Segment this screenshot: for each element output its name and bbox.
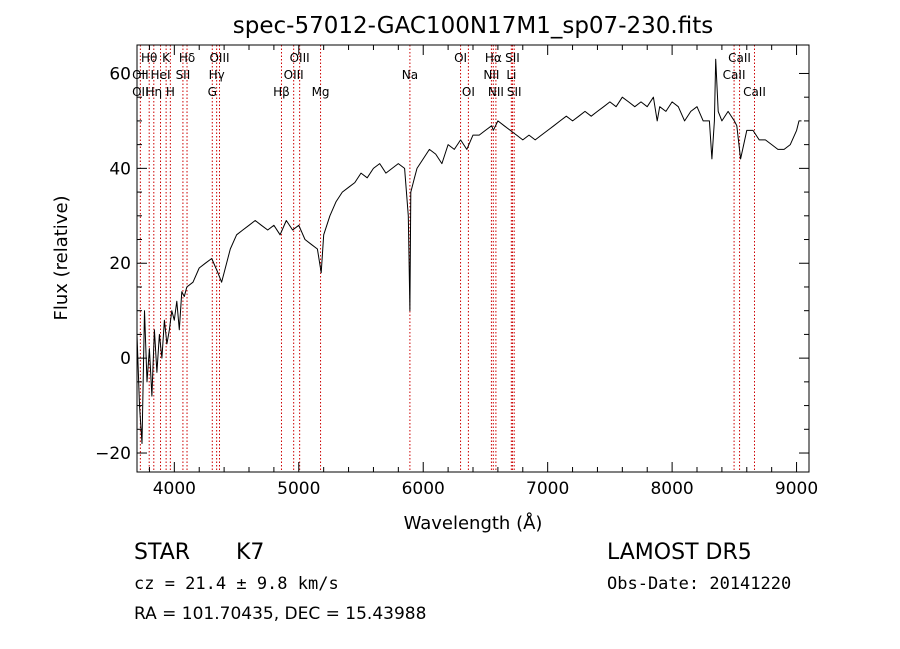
object-class: STAR	[134, 540, 191, 565]
coordinates: RA = 101.70435, DEC = 15.43988	[134, 604, 427, 624]
line-label-2: Hδ	[179, 51, 195, 65]
object-subclass: K7	[236, 540, 265, 565]
line-label-4: OIII	[290, 51, 310, 65]
line-label-14: Na	[402, 68, 418, 82]
line-label-27: CaII	[743, 85, 766, 99]
y-tick-label-3: 40	[109, 159, 131, 179]
survey-name: LAMOST DR5	[607, 540, 752, 565]
line-label-1: K	[162, 51, 171, 65]
line-label-13: OIII	[284, 68, 304, 82]
y-axis-label: Flux (relative)	[51, 195, 72, 320]
redshift-velocity: cz = 21.4 ± 9.8 km/s	[134, 574, 339, 594]
line-label-7: SII	[505, 51, 520, 65]
y-tick-label-0: −20	[95, 444, 131, 464]
line-label-20: H	[166, 85, 175, 99]
x-tick-label-0: 4000	[153, 479, 196, 499]
x-axis-ticks: 4000 5000 6000 7000 8000 9000	[148, 45, 818, 499]
line-label-10: HeI	[151, 68, 171, 82]
plot-frame	[136, 44, 810, 473]
x-tick-label-1: 5000	[277, 479, 320, 499]
line-label-18: OII	[132, 85, 149, 99]
observation-date: Obs-Date: 20141220	[607, 574, 792, 594]
y-tick-label-2: 20	[109, 254, 131, 274]
line-label-16: Li	[506, 68, 516, 82]
x-tick-label-2: 6000	[402, 479, 445, 499]
line-label-26: SII	[507, 85, 522, 99]
line-label-22: Hβ	[273, 85, 290, 99]
x-tick-label-5: 9000	[775, 479, 818, 499]
line-label-25: NII	[488, 85, 504, 99]
line-label-9: OII	[132, 68, 149, 82]
line-label-5: OI	[454, 51, 467, 65]
line-label-6: Hα	[485, 51, 502, 65]
line-label-11: SII	[176, 68, 191, 82]
line-label-21: G	[208, 85, 217, 99]
x-tick-label-3: 7000	[526, 479, 569, 499]
chart-title: spec-57012-GAC100N17M1_sp07-230.fits	[233, 13, 713, 39]
x-axis-label: Wavelength (Å)	[404, 512, 543, 534]
line-label-12: Hγ	[209, 68, 225, 82]
line-label-8: CaII	[728, 51, 751, 65]
line-label-3: OIII	[209, 51, 229, 65]
spectrum-series	[136, 58, 802, 444]
line-label-23: Mg	[312, 85, 330, 99]
x-tick-label-4: 8000	[650, 479, 693, 499]
line-label-17: CaII	[723, 68, 746, 82]
line-label-19: Hη	[145, 85, 162, 99]
spectrum-line	[136, 58, 802, 444]
y-axis-ticks: −20 0 20 40 60	[95, 64, 809, 464]
y-tick-label-4: 60	[109, 64, 131, 84]
line-label-0: Hθ	[141, 51, 157, 65]
line-label-24: OI	[462, 85, 475, 99]
line-label-15: NII	[483, 68, 499, 82]
y-tick-label-1: 0	[120, 349, 131, 369]
